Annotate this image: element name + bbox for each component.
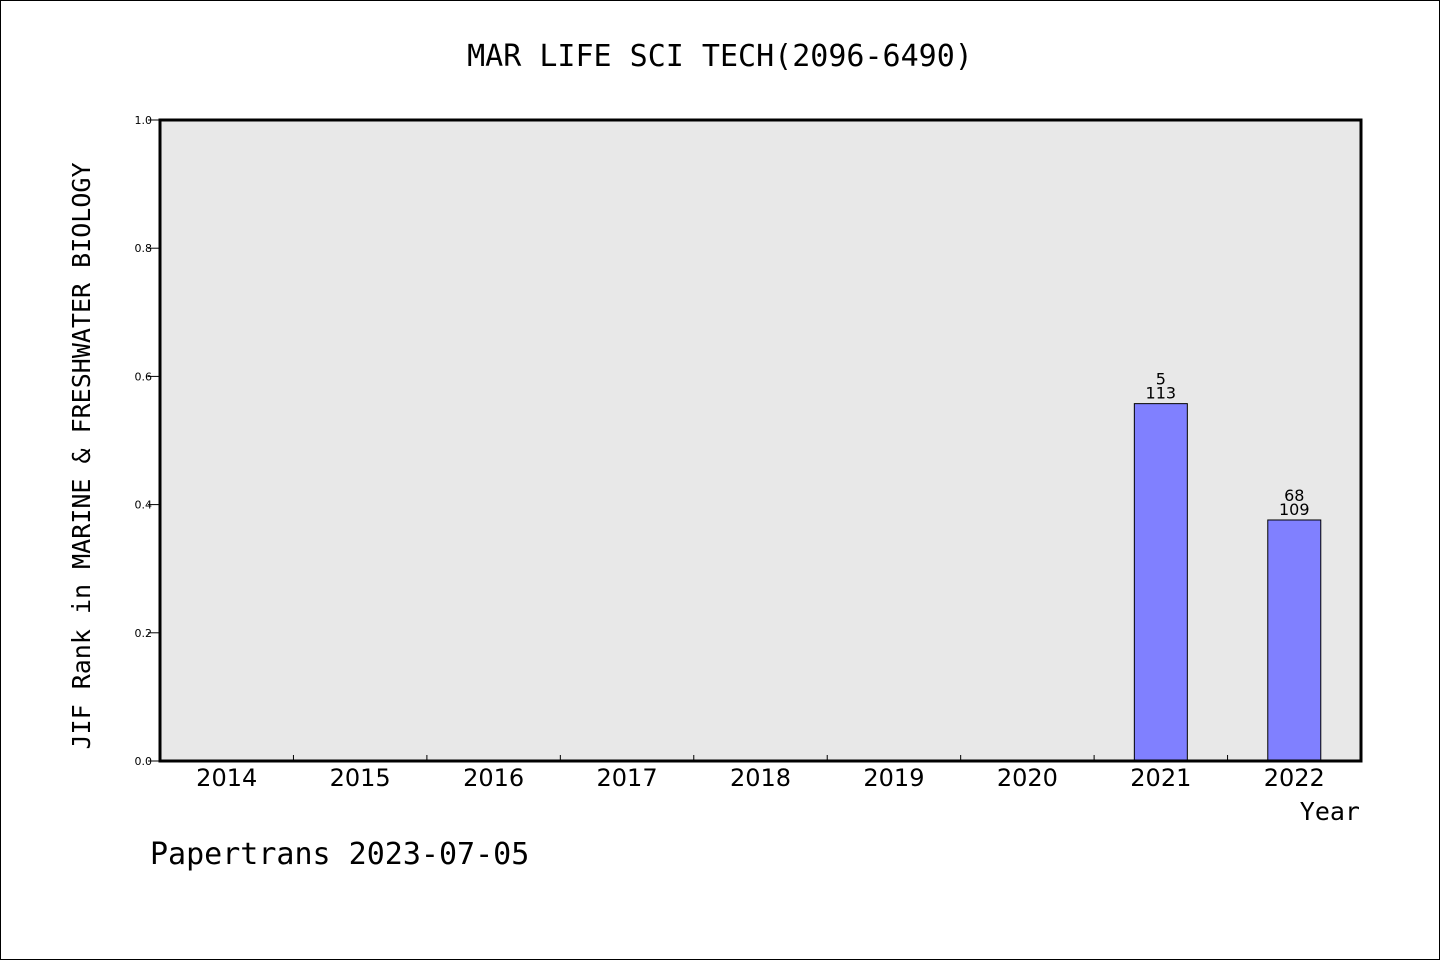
bar-2021 [1133, 403, 1188, 762]
x-tick-label: 2017 [597, 764, 658, 792]
y-axis: 0.0 0.2 0.4 0.6 0.8 1.0 [135, 114, 160, 768]
y-axis-label: JIF Rank in MARINE & FRESHWATER BIOLOGY [67, 163, 96, 750]
x-tick-label: 2014 [196, 764, 257, 792]
bar-2022 [1267, 519, 1322, 762]
y-tick-label: 0.0 [135, 755, 153, 768]
x-axis-label: Year [1300, 797, 1360, 826]
x-axis: 2014 2015 2016 2017 2018 2019 2020 2021 2022 [196, 755, 1325, 792]
x-tick-label: 2019 [863, 764, 924, 792]
x-tick-label: 2016 [463, 764, 524, 792]
chart-title: MAR LIFE SCI TECH(2096-6490) [467, 39, 973, 74]
y-tick-label: 0.8 [135, 242, 153, 255]
y-tick-label: 0.2 [135, 627, 153, 640]
x-tick-label: 2022 [1264, 764, 1325, 792]
footer-text: Papertrans 2023-07-05 [150, 837, 529, 872]
y-tick-label: 0.4 [135, 499, 153, 512]
x-tick-label: 2015 [330, 764, 391, 792]
y-tick-label: 0.6 [135, 370, 153, 383]
x-tick-label: 2020 [997, 764, 1058, 792]
bar-label-total: 109 [1279, 500, 1310, 519]
bar-label-rank: 68 [1284, 486, 1304, 505]
x-tick-label: 2018 [730, 764, 791, 792]
x-tick-label: 2021 [1130, 764, 1191, 792]
y-tick-label: 1.0 [135, 114, 153, 127]
bar-label-rank: 5 [1156, 370, 1166, 389]
bar-label-total: 113 [1146, 384, 1177, 403]
plot-border [158, 118, 1363, 763]
